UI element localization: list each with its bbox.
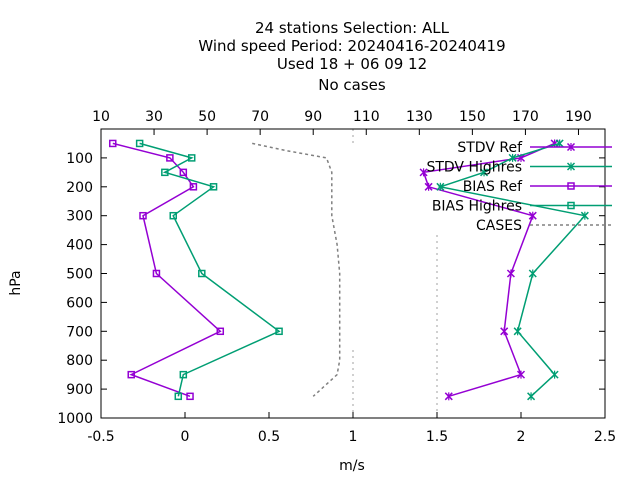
x-tick-label: 2.5 <box>594 429 616 445</box>
y-tick-label: 100 <box>66 151 93 167</box>
y-tick-label: 500 <box>66 267 93 283</box>
data-point <box>161 168 169 177</box>
series-bias-ref <box>109 139 225 401</box>
y-tick-label: 1000 <box>57 411 93 427</box>
y-tick-label: 700 <box>66 324 93 340</box>
y-tick-label: 600 <box>66 295 93 311</box>
data-point <box>580 211 589 220</box>
y-axis-title: hPa <box>8 270 24 295</box>
axis-ticks <box>100 129 606 419</box>
series-stdv-highres <box>436 139 589 401</box>
data-point <box>139 211 147 220</box>
data-point <box>187 154 196 162</box>
data-point <box>179 168 188 177</box>
x2-tick-label: 90 <box>304 109 322 125</box>
legend-marker <box>566 162 576 171</box>
data-point <box>424 182 433 191</box>
data-point <box>444 392 453 401</box>
legend-label: BIAS Ref <box>463 179 523 195</box>
x-tick-labels: -0.5 0 0.5 1 1.5 2 2.5 <box>87 429 616 445</box>
series-line <box>112 142 222 398</box>
y-tick-label: 800 <box>66 353 93 369</box>
legend-label: STDV Ref <box>457 140 523 156</box>
data-point <box>419 168 428 177</box>
grid-lines <box>352 129 438 418</box>
legend-entry: BIAS Highres <box>432 199 612 215</box>
data-point <box>189 183 198 191</box>
series-layer <box>109 139 589 401</box>
legend-marker <box>567 201 575 210</box>
legend-entry: STDV Ref <box>457 140 612 156</box>
series-line <box>139 142 281 397</box>
x2-tick-label: 190 <box>565 109 592 125</box>
x-tick-label: -0.5 <box>87 429 114 445</box>
x-axis-title: m/s <box>339 458 365 474</box>
data-point <box>127 370 135 379</box>
data-point <box>516 370 526 379</box>
legend-label: CASES <box>476 218 522 234</box>
data-point <box>275 327 283 336</box>
x2-tick-label: 150 <box>459 109 486 125</box>
data-point <box>550 370 559 379</box>
data-point <box>152 269 161 278</box>
legend: STDV Ref STDV Highres BIAS Ref BIAS Highres… <box>426 140 612 234</box>
title-line-1: 24 stations Selection: ALL <box>255 19 450 37</box>
x2-tick-label: 110 <box>353 109 380 125</box>
data-point <box>528 211 537 220</box>
data-point <box>174 392 183 401</box>
x2-tick-label: 170 <box>512 109 539 125</box>
data-point <box>436 182 445 191</box>
data-point <box>500 327 509 336</box>
data-point <box>169 211 177 220</box>
legend-label: BIAS Highres <box>432 199 522 215</box>
data-point <box>135 139 144 148</box>
data-point <box>209 183 218 191</box>
y-tick-label: 300 <box>66 209 93 225</box>
y-tick-label: 200 <box>66 180 93 196</box>
data-point <box>506 269 515 278</box>
x2-tick-labels: 10 30 50 70 90 110 130 150 170 190 <box>92 109 592 125</box>
data-point <box>528 269 537 278</box>
x-tick-label: 2 <box>517 429 526 445</box>
data-point <box>555 139 564 148</box>
legend-label: STDV Highres <box>426 160 522 176</box>
data-point <box>179 370 188 379</box>
legend-entry: STDV Highres <box>426 160 612 176</box>
title-line-3: Used 18 + 06 09 12 <box>277 55 427 73</box>
series-line <box>252 142 341 397</box>
x2-tick-label: 130 <box>406 109 433 125</box>
x-tick-label: 1.5 <box>426 429 448 445</box>
series-stdv-ref <box>419 139 559 401</box>
x2-tick-label: 70 <box>251 109 269 125</box>
data-point <box>513 327 522 336</box>
legend-marker <box>566 142 576 152</box>
y-tick-label: 900 <box>66 382 93 398</box>
x-tick-label: 0.5 <box>258 429 280 445</box>
legend-entry: CASES <box>476 218 612 234</box>
series-cases <box>252 142 341 397</box>
title-line-4: No cases <box>318 76 386 94</box>
title-line-2: Wind speed Period: 20240416-20240419 <box>198 37 505 55</box>
series-bias-highres <box>135 139 283 401</box>
data-point <box>216 327 225 336</box>
x-tick-label: 1 <box>349 429 358 445</box>
x2-tick-label: 50 <box>198 109 216 125</box>
data-point <box>508 153 517 162</box>
data-point <box>480 168 489 177</box>
y-tick-labels: 100 200 300 400 500 600 700 800 900 1000 <box>57 151 93 427</box>
x2-tick-label: 30 <box>145 109 163 125</box>
y-tick-label: 400 <box>66 238 93 254</box>
chart-title: 24 stations Selection: ALL Wind speed Pe… <box>198 19 505 94</box>
x2-tick-label: 10 <box>92 109 110 125</box>
data-point <box>198 269 206 278</box>
x-tick-label: 0 <box>181 429 190 445</box>
data-point <box>527 392 536 401</box>
legend-entry: BIAS Ref <box>463 179 612 195</box>
data-point <box>186 392 194 401</box>
data-point <box>166 154 174 162</box>
legend-marker <box>567 182 575 190</box>
data-point <box>109 139 117 148</box>
